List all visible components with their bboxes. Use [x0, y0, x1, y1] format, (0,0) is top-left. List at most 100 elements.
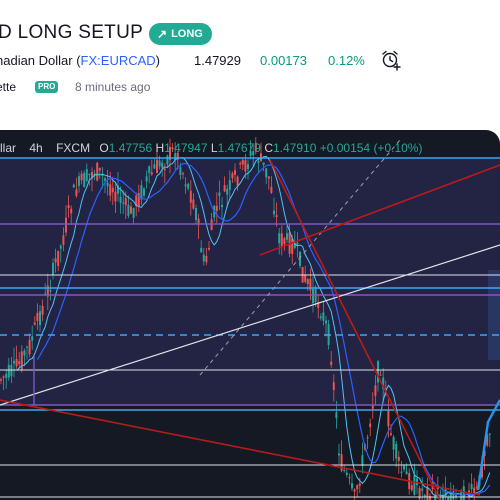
- candle-body: [197, 218, 200, 226]
- candle-body: [145, 176, 148, 182]
- candle-body: [85, 169, 88, 181]
- candle-body: [101, 174, 104, 177]
- candle-body: [226, 188, 229, 195]
- candle-body: [72, 184, 75, 188]
- candle-body: [423, 495, 426, 498]
- candle-body: [62, 235, 65, 245]
- price-change-percent: 0.12%: [328, 53, 365, 68]
- candle-body: [369, 423, 372, 427]
- price-change: 0.00173: [260, 53, 307, 68]
- symbol-row: nadian Dollar (FX:EURCAD): [0, 53, 160, 68]
- moving-average-line: [36, 162, 491, 497]
- candle-body: [447, 496, 450, 500]
- candle-body: [176, 152, 179, 160]
- candle-body: [5, 373, 8, 378]
- candle-body: [124, 198, 127, 206]
- candle-body: [46, 285, 49, 297]
- candle-body: [304, 274, 307, 282]
- candle-body: [267, 176, 270, 179]
- candle-body: [462, 486, 465, 500]
- symbol-description: nadian Dollar (: [0, 53, 81, 68]
- candle-body: [96, 162, 99, 181]
- candle-body: [291, 238, 294, 254]
- candle-body: [91, 171, 93, 179]
- candle-body: [452, 491, 455, 500]
- candle-body: [114, 191, 117, 202]
- candle-body: [293, 242, 296, 248]
- candle-body: [39, 311, 41, 326]
- badge-label: LONG: [171, 28, 203, 40]
- candle-body: [309, 278, 312, 291]
- candle-body: [41, 305, 44, 315]
- candle-body: [286, 233, 288, 240]
- candle-body: [127, 204, 130, 216]
- candle-body: [122, 202, 125, 204]
- chart-area[interactable]: llar 4h FXCM O1.47756 H1.47947 L1.47679 …: [0, 130, 500, 500]
- projection-path: [476, 399, 500, 491]
- candle-body: [169, 146, 171, 160]
- candle-body: [317, 302, 320, 308]
- candle-body: [488, 433, 491, 435]
- candle-body: [36, 312, 39, 321]
- alarm-clock-add-icon[interactable]: [380, 49, 402, 71]
- candle-body: [306, 279, 309, 285]
- candle-body: [455, 495, 457, 497]
- candle-body: [75, 189, 78, 196]
- candle-body: [223, 185, 226, 192]
- author-name[interactable]: ette: [0, 80, 17, 94]
- candle-body: [486, 434, 489, 446]
- candle-body: [234, 170, 236, 175]
- chart-canvas[interactable]: [0, 130, 500, 500]
- candle-body: [270, 186, 273, 193]
- candle-body: [31, 336, 34, 341]
- candle-body: [137, 193, 140, 207]
- candle-body: [338, 453, 340, 456]
- candle-body: [325, 320, 327, 324]
- legend-low: 1.47679: [217, 141, 261, 155]
- candle-body: [257, 161, 260, 163]
- candle-body: [345, 472, 348, 476]
- candle-body: [421, 488, 424, 491]
- candle-body: [278, 233, 281, 244]
- legend-interval[interactable]: 4h: [29, 141, 43, 155]
- candle-body: [59, 245, 62, 249]
- last-price: 1.47929: [194, 53, 241, 68]
- candle-body: [475, 486, 478, 488]
- symbol-link[interactable]: FX:EURCAD: [80, 53, 156, 68]
- idea-header: D LONG SETUP ↗ LONG nadian Dollar (FX:EU…: [0, 0, 500, 130]
- candle-body: [28, 339, 31, 355]
- trend-line-red: [269, 159, 441, 500]
- candle-body: [135, 195, 138, 207]
- candle-body: [195, 208, 197, 221]
- candle-body: [444, 488, 447, 497]
- candle-body: [15, 358, 18, 367]
- candle-body: [343, 469, 346, 471]
- candle-body: [335, 412, 338, 419]
- candle-body: [390, 433, 392, 435]
- candle-body: [182, 173, 184, 175]
- candle-body: [330, 361, 333, 366]
- candle-body: [119, 196, 122, 203]
- candle-body: [18, 361, 21, 365]
- candle-body: [275, 215, 278, 218]
- pro-badge: PRO: [35, 81, 59, 93]
- candle-body: [215, 205, 218, 212]
- candle-body: [299, 251, 301, 266]
- candle-body: [239, 162, 242, 165]
- candle-body: [179, 167, 182, 176]
- candle-body: [93, 173, 96, 176]
- candle-body: [319, 316, 322, 319]
- candle-body: [312, 289, 314, 304]
- candle-body: [88, 173, 91, 176]
- candle-body: [200, 247, 203, 253]
- candle-body: [106, 182, 109, 187]
- candle-body: [13, 360, 15, 364]
- candle-body: [473, 487, 476, 495]
- legend-high-label: H: [155, 141, 165, 155]
- right-zone: [488, 270, 500, 360]
- candle-body: [166, 155, 169, 165]
- candle-body: [426, 486, 429, 500]
- candle-body: [33, 322, 36, 325]
- legend-change: +0.00154 (+0.10%): [319, 141, 423, 155]
- candle-body: [413, 475, 416, 495]
